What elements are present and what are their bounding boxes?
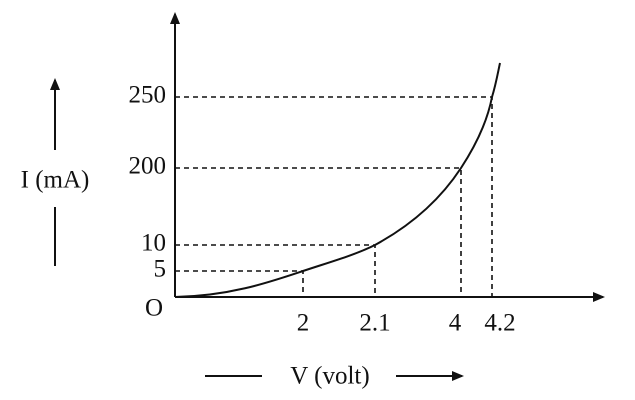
y-tick-label: 10 <box>141 230 166 257</box>
origin-label: O <box>145 295 163 322</box>
x-tick-label: 4 <box>449 310 462 337</box>
x-tick-label: 2.1 <box>359 310 390 337</box>
guide-line <box>175 167 462 297</box>
guide-line <box>175 244 376 297</box>
x-tick-label: 4.2 <box>484 310 515 337</box>
y-tick-label: 250 <box>129 82 167 109</box>
curve <box>174 62 501 298</box>
x-axis-label: V (volt) <box>290 363 369 390</box>
guide-line <box>175 96 493 297</box>
y-axis-label: I (mA) <box>21 167 90 194</box>
y-tick-label: 200 <box>129 153 167 180</box>
x-tick-label: 2 <box>297 310 310 337</box>
y-tick-label: 5 <box>154 256 167 283</box>
guide-line <box>175 270 304 297</box>
